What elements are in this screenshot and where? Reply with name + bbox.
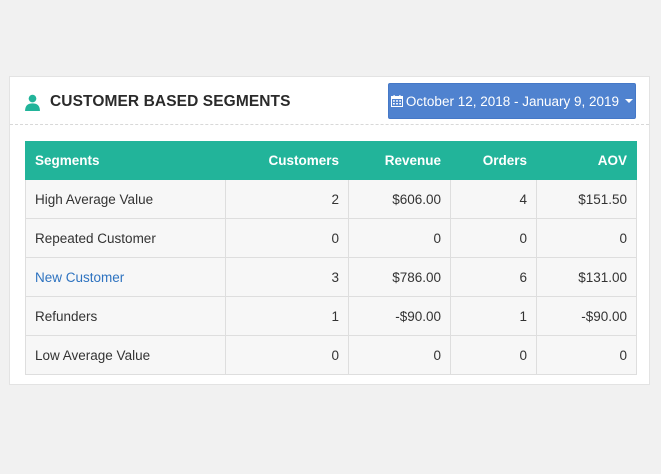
aov-cell: 0 bbox=[536, 335, 637, 375]
table-header-row: Segments Customers Revenue Orders AOV bbox=[25, 141, 637, 180]
revenue-cell: $786.00 bbox=[348, 257, 451, 297]
segments-panel: CUSTOMER BASED SEGMENTS October 12, 2018… bbox=[9, 76, 650, 385]
segment-name: Refunders bbox=[25, 296, 226, 336]
segment-name: Repeated Customer bbox=[25, 218, 226, 258]
segments-table: Segments Customers Revenue Orders AOV Hi… bbox=[25, 141, 637, 375]
table-row: Repeated Customer 0 0 0 0 bbox=[25, 218, 637, 258]
table-row: New Customer 3 $786.00 6 $131.00 bbox=[25, 257, 637, 297]
column-header-revenue: Revenue bbox=[348, 141, 451, 180]
date-range-button[interactable]: October 12, 2018 - January 9, 2019 bbox=[388, 83, 636, 119]
caret-down-icon bbox=[625, 99, 634, 103]
panel-header: CUSTOMER BASED SEGMENTS October 12, 2018… bbox=[10, 77, 649, 125]
segment-name: High Average Value bbox=[25, 179, 226, 219]
customers-cell: 3 bbox=[225, 257, 349, 297]
column-header-segments: Segments bbox=[25, 141, 226, 180]
panel-title-group: CUSTOMER BASED SEGMENTS bbox=[24, 92, 291, 112]
date-range-label: October 12, 2018 - January 9, 2019 bbox=[405, 93, 620, 109]
revenue-cell: 0 bbox=[348, 335, 451, 375]
user-icon bbox=[25, 94, 40, 111]
customers-cell: 0 bbox=[225, 335, 349, 375]
customers-cell: 0 bbox=[225, 218, 349, 258]
column-header-customers: Customers bbox=[225, 141, 349, 180]
segment-name: New Customer bbox=[25, 257, 226, 297]
segment-name: Low Average Value bbox=[25, 335, 226, 375]
aov-cell: $151.50 bbox=[536, 179, 637, 219]
customers-cell: 2 bbox=[225, 179, 349, 219]
table-row: Refunders 1 -$90.00 1 -$90.00 bbox=[25, 296, 637, 336]
revenue-cell: -$90.00 bbox=[348, 296, 451, 336]
calendar-icon bbox=[390, 95, 403, 107]
segment-link-new-customer[interactable]: New Customer bbox=[35, 269, 125, 285]
revenue-cell: $606.00 bbox=[348, 179, 451, 219]
orders-cell: 0 bbox=[450, 335, 537, 375]
aov-cell: $131.00 bbox=[536, 257, 637, 297]
table-row: High Average Value 2 $606.00 4 $151.50 bbox=[25, 179, 637, 219]
customers-cell: 1 bbox=[225, 296, 349, 336]
column-header-aov: AOV bbox=[536, 141, 637, 180]
revenue-cell: 0 bbox=[348, 218, 451, 258]
aov-cell: 0 bbox=[536, 218, 637, 258]
table-row: Low Average Value 0 0 0 0 bbox=[25, 335, 637, 375]
orders-cell: 4 bbox=[450, 179, 537, 219]
orders-cell: 6 bbox=[450, 257, 537, 297]
aov-cell: -$90.00 bbox=[536, 296, 637, 336]
orders-cell: 1 bbox=[450, 296, 537, 336]
column-header-orders: Orders bbox=[450, 141, 537, 180]
panel-title: CUSTOMER BASED SEGMENTS bbox=[50, 93, 291, 110]
orders-cell: 0 bbox=[450, 218, 537, 258]
